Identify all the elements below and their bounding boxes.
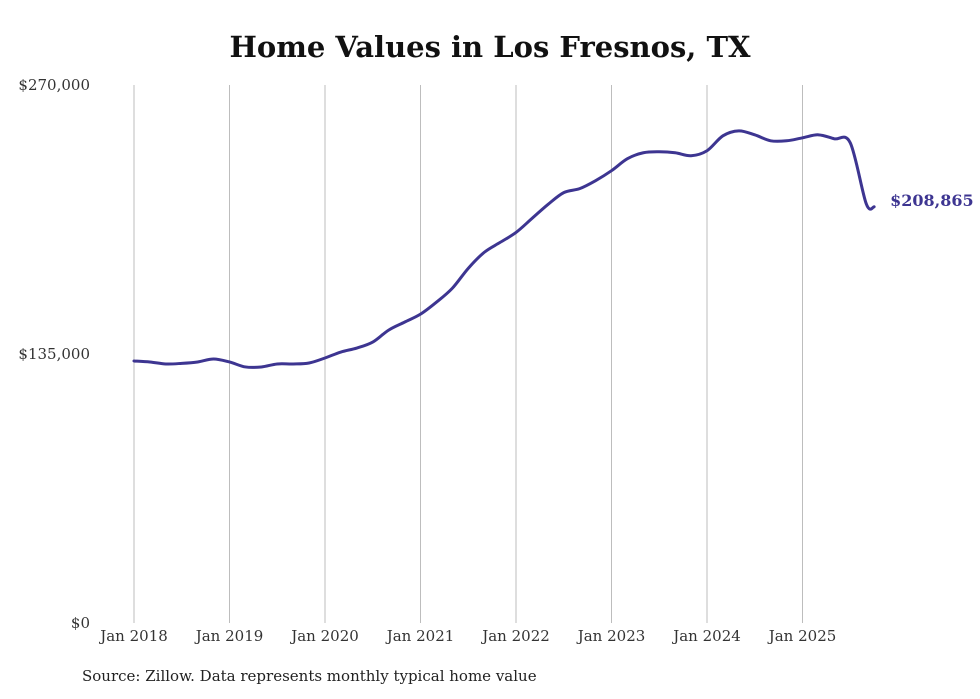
x-tick-label: Jan 2023: [576, 627, 646, 645]
source-note: Source: Zillow. Data represents monthly …: [82, 667, 537, 685]
x-tick-label: Jan 2024: [671, 627, 741, 645]
gridlines: [133, 85, 803, 623]
y-tick-label: $270,000: [18, 76, 90, 94]
x-tick-label: Jan 2025: [767, 627, 837, 645]
x-axis-ticks: Jan 2018 Jan 2019 Jan 2020 Jan 2021 Jan 2022…: [98, 627, 836, 645]
y-tick-label: $0: [71, 614, 90, 632]
y-tick-label: $135,000: [18, 345, 90, 363]
x-tick-label: Jan 2020: [289, 627, 359, 645]
x-tick-label: Jan 2022: [480, 627, 550, 645]
series-layer: [132, 129, 876, 369]
y-axis-ticks: $270,000 $135,000 $0: [18, 76, 90, 632]
end-label-layer: $208,865: [890, 191, 974, 210]
x-tick-label: Jan 2021: [385, 627, 455, 645]
x-tick-label: Jan 2018: [98, 627, 168, 645]
end-value-label: $208,865: [890, 191, 974, 210]
chart-title: Home Values in Los Fresnos, TX: [229, 30, 751, 64]
x-tick-label: Jan 2019: [194, 627, 264, 645]
home-value-line: [132, 129, 876, 369]
